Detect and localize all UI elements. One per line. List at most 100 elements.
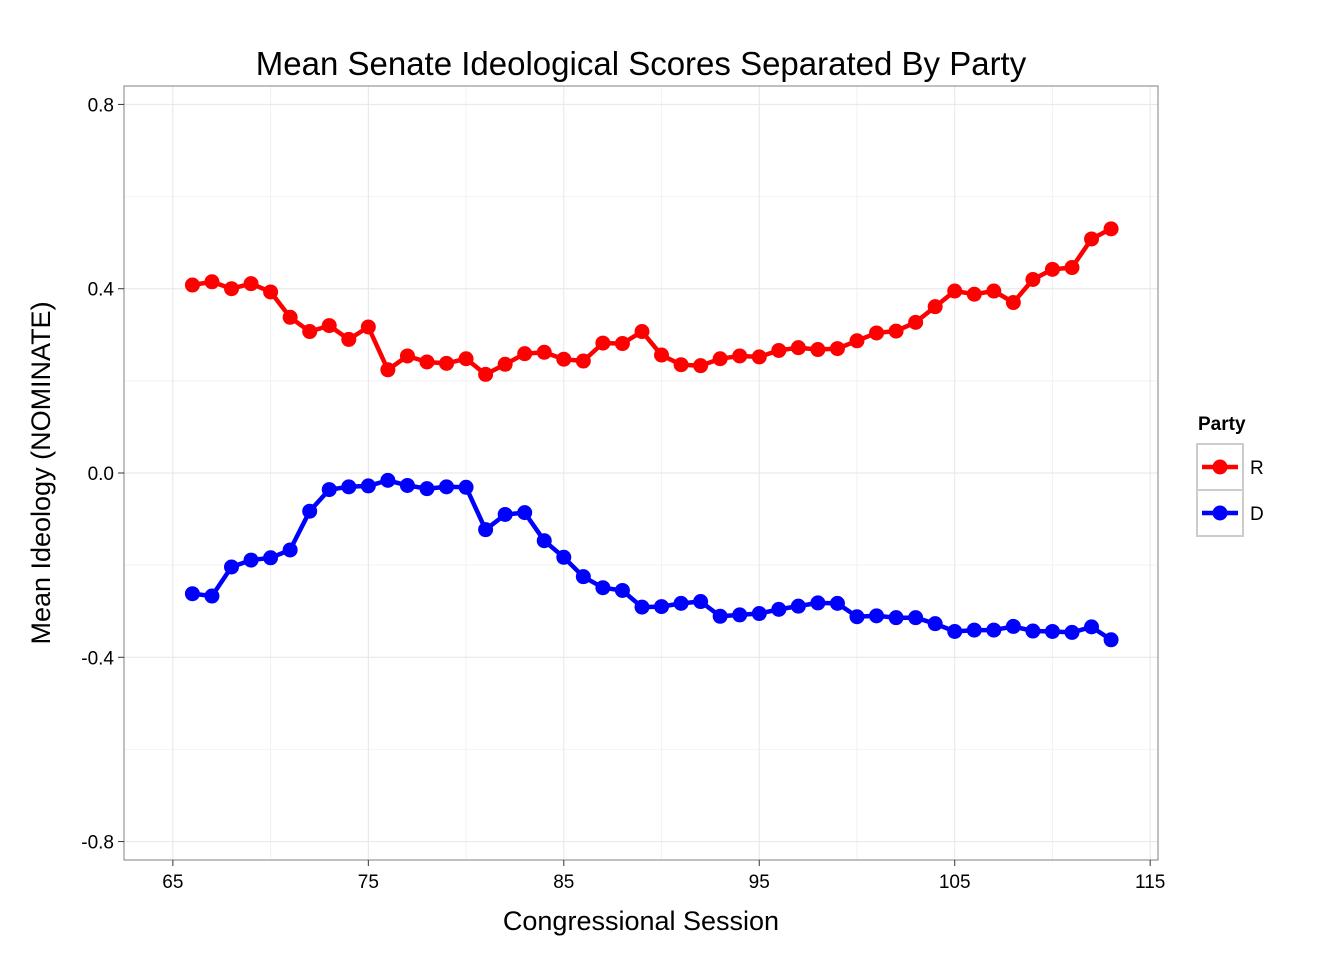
data-point-d	[615, 583, 630, 598]
legend: Party RD	[1197, 414, 1264, 536]
data-point-d	[1104, 632, 1119, 647]
data-point-d	[380, 473, 395, 488]
data-point-d	[517, 505, 532, 520]
data-point-r	[674, 357, 689, 372]
legend-items: RD	[1197, 444, 1264, 536]
data-point-r	[752, 349, 767, 364]
data-point-r	[185, 278, 200, 293]
data-point-d	[361, 478, 376, 493]
legend-label: R	[1250, 458, 1264, 479]
x-axis-title: Congressional Session	[503, 906, 779, 936]
data-point-d	[537, 533, 552, 548]
data-point-r	[634, 324, 649, 339]
data-point-d	[439, 479, 454, 494]
data-point-r	[967, 287, 982, 302]
data-point-d	[419, 481, 434, 496]
data-point-d	[1006, 619, 1021, 634]
data-point-r	[537, 345, 552, 360]
data-point-d	[771, 602, 786, 617]
y-tick-label: 0.0	[88, 464, 114, 485]
data-point-d	[400, 478, 415, 493]
data-point-d	[1045, 624, 1060, 639]
data-point-r	[556, 352, 571, 367]
data-point-r	[204, 274, 219, 289]
x-tick-label: 115	[1135, 872, 1165, 893]
data-point-d	[498, 507, 513, 522]
data-point-r	[1045, 262, 1060, 277]
legend-title: Party	[1198, 414, 1246, 435]
data-point-r	[615, 336, 630, 351]
x-axis: 65 75 85 95 105 115	[162, 860, 1165, 893]
data-point-d	[830, 596, 845, 611]
data-point-r	[283, 310, 298, 325]
data-point-d	[322, 482, 337, 497]
y-tick-label: -0.8	[81, 833, 114, 854]
data-point-r	[400, 348, 415, 363]
data-point-r	[498, 357, 513, 372]
data-point-r	[810, 342, 825, 357]
x-tick-label: 65	[162, 872, 183, 893]
x-tick-label: 105	[939, 872, 971, 893]
data-point-r	[908, 315, 923, 330]
data-point-r	[986, 284, 1001, 299]
data-point-d	[1025, 624, 1040, 639]
data-point-r	[302, 324, 317, 339]
data-point-d	[732, 607, 747, 622]
data-point-d	[244, 553, 259, 568]
data-point-r	[341, 332, 356, 347]
chart-title: Mean Senate Ideological Scores Separated…	[256, 45, 1027, 82]
data-point-d	[947, 624, 962, 639]
y-axis-title: Mean Ideology (NOMINATE)	[26, 301, 56, 644]
data-point-d	[1084, 619, 1099, 634]
data-point-d	[459, 480, 474, 495]
data-point-r	[654, 348, 669, 363]
data-point-r	[732, 348, 747, 363]
data-point-r	[713, 351, 728, 366]
data-point-r	[1006, 295, 1021, 310]
data-point-r	[517, 346, 532, 361]
data-point-r	[1064, 260, 1079, 275]
data-point-r	[380, 362, 395, 377]
plot-panel	[124, 86, 1158, 860]
data-point-d	[595, 580, 610, 595]
data-point-d	[908, 610, 923, 625]
data-point-d	[674, 596, 689, 611]
data-point-r	[595, 336, 610, 351]
data-point-r	[947, 284, 962, 299]
legend-key-point	[1213, 506, 1228, 521]
data-point-r	[439, 356, 454, 371]
x-tick-label: 95	[749, 872, 770, 893]
legend-item-r: R	[1197, 444, 1264, 490]
data-point-r	[830, 341, 845, 356]
data-point-r	[478, 367, 493, 382]
data-point-r	[791, 340, 806, 355]
data-point-r	[459, 351, 474, 366]
data-point-r	[1104, 221, 1119, 236]
data-point-d	[478, 522, 493, 537]
data-point-d	[986, 623, 1001, 638]
data-point-r	[322, 318, 337, 333]
data-point-d	[224, 559, 239, 574]
data-point-d	[713, 609, 728, 624]
data-point-r	[889, 324, 904, 339]
data-point-r	[693, 358, 708, 373]
data-point-d	[889, 610, 904, 625]
y-tick-label: -0.4	[81, 648, 114, 669]
data-point-r	[869, 325, 884, 340]
data-point-r	[419, 354, 434, 369]
y-tick-label: 0.4	[88, 280, 115, 301]
data-point-d	[752, 606, 767, 621]
data-point-d	[556, 550, 571, 565]
data-point-d	[849, 609, 864, 624]
data-point-r	[849, 333, 864, 348]
x-tick-label: 85	[553, 872, 574, 893]
data-point-d	[791, 599, 806, 614]
data-point-d	[967, 623, 982, 638]
data-point-d	[810, 595, 825, 610]
y-axis: 0.80.40.0-0.4-0.8	[81, 95, 124, 853]
data-point-d	[693, 594, 708, 609]
legend-label: D	[1250, 504, 1264, 525]
data-point-d	[283, 542, 298, 557]
x-tick-label: 75	[358, 872, 379, 893]
